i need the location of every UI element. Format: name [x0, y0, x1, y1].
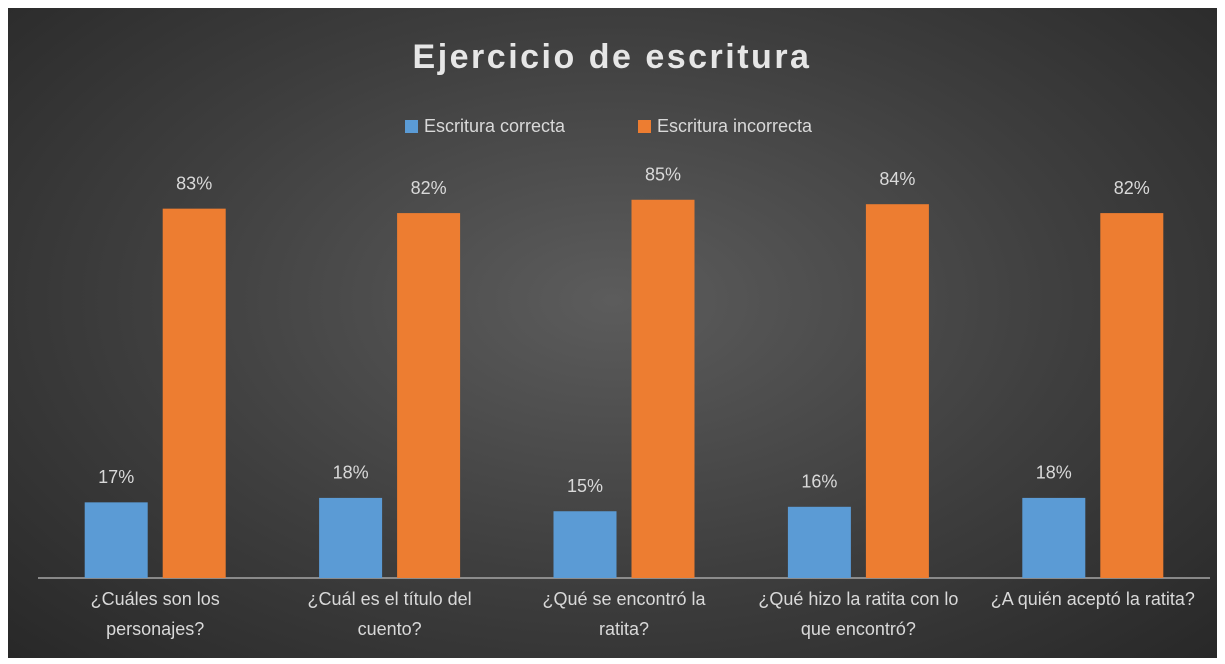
x-tick-label: ¿Qué se encontró la ratita? [542, 589, 706, 639]
bar [865, 204, 929, 578]
data-label: 18% [1036, 463, 1072, 483]
data-label: 15% [567, 476, 603, 496]
data-label: 18% [333, 463, 369, 483]
x-tick-label: ¿A quién aceptó la ratita? [990, 589, 1195, 609]
chart-area: Ejercicio de escritura Escritura correct… [8, 8, 1217, 658]
chart: Ejercicio de escritura Escritura correct… [38, 38, 1210, 579]
data-label: 82% [1114, 178, 1150, 198]
chart-title: Ejercicio de escritura [413, 38, 812, 76]
legend-swatch [638, 120, 651, 133]
bar [84, 502, 148, 578]
data-label: 85% [645, 165, 681, 185]
x-tick-label: ¿Cuáles son los personajes? [90, 589, 220, 639]
bar [1100, 213, 1164, 578]
bar [1022, 497, 1086, 578]
legend-label: Escritura incorrecta [657, 116, 813, 136]
data-label: 83% [176, 173, 212, 193]
data-label: 84% [879, 169, 915, 189]
bar [319, 497, 383, 578]
bar [397, 213, 461, 578]
bar [631, 199, 695, 578]
bar [553, 511, 617, 578]
data-label: 82% [411, 178, 447, 198]
data-label: 17% [98, 467, 134, 487]
x-tick-label: ¿Qué hizo la ratita con lo que encontró? [758, 589, 959, 639]
legend-swatch [405, 120, 418, 133]
data-label: 16% [801, 472, 837, 492]
bar [162, 208, 226, 578]
legend-label: Escritura correcta [424, 116, 566, 136]
x-tick-label: ¿Cuál es el título del cuento? [307, 589, 472, 639]
bar [787, 506, 851, 578]
